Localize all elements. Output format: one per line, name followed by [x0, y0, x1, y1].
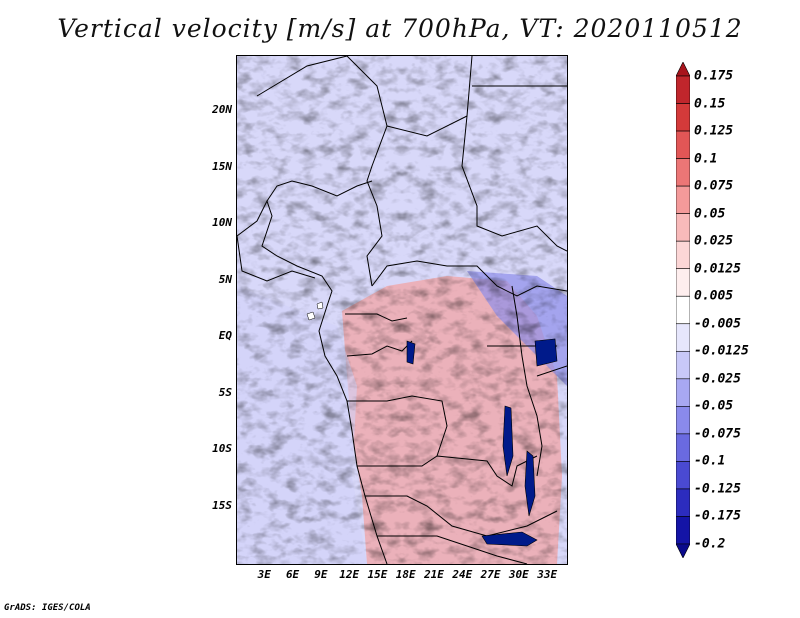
colorbar-tick-label: 0.075 — [694, 178, 734, 194]
colorbar-swatch — [676, 103, 690, 132]
colorbar-swatch — [676, 488, 690, 517]
lat-tick-label: 5N — [218, 272, 232, 286]
colorbar-tick-label: -0.075 — [694, 426, 741, 442]
lat-tick-label: 20N — [212, 103, 232, 117]
lon-tick-label: 3E — [257, 568, 271, 581]
colorbar-swatch — [676, 240, 690, 270]
colorbar-tick-label: 0.1 — [694, 151, 718, 167]
colorbar-tick-label: -0.175 — [694, 508, 741, 524]
colorbar — [676, 62, 690, 558]
colorbar-tick-label: 0.125 — [694, 123, 734, 139]
lon-tick-label: 21E — [424, 568, 444, 581]
map-title: Vertical velocity [m/s] at 700hPa, VT: 2… — [57, 14, 743, 43]
lon-tick-label: 24E — [452, 568, 473, 581]
colorbar-tick-label: -0.005 — [694, 316, 741, 332]
lon-tick-label: 6E — [285, 568, 300, 581]
colorbar-swatch — [676, 75, 690, 104]
colorbar-tick-label: 0.15 — [694, 96, 726, 112]
colorbar-swatch — [676, 350, 690, 380]
lat-tick-label: 10N — [212, 216, 232, 230]
lon-tick-label: 30E — [508, 568, 529, 581]
colorbar-tick-label: -0.025 — [694, 371, 741, 387]
colorbar-swatch — [676, 158, 690, 187]
lat-tick-label: 15S — [212, 498, 232, 512]
colorbar-swatch — [676, 516, 690, 545]
colorbar-tick-label: -0.0125 — [694, 343, 749, 359]
lon-tick-label: 33E — [537, 568, 558, 581]
vertical-velocity-field — [237, 56, 567, 564]
colorbar-swatch — [676, 268, 690, 297]
colorbar-tick-label: -0.1 — [694, 453, 726, 469]
lon-tick-label: 12E — [339, 568, 360, 581]
colorbar-swatch — [676, 295, 690, 325]
colorbar-tick-label: 0.175 — [694, 68, 734, 84]
lat-tick-label: EQ — [218, 329, 232, 343]
colorbar-swatch — [676, 130, 690, 159]
lat-tick-label: 5S — [218, 385, 232, 399]
colorbar-tick-label: -0.2 — [694, 536, 726, 552]
colorbar-tick-label: 0.005 — [694, 288, 734, 304]
colorbar-swatch — [676, 543, 690, 558]
colorbar-swatch — [676, 62, 690, 77]
colorbar-swatch — [676, 185, 690, 214]
colorbar-swatch — [676, 213, 690, 242]
lon-tick-label: 27E — [480, 568, 501, 581]
lat-tick-label: 10S — [212, 442, 232, 456]
colorbar-swatch — [676, 323, 690, 352]
lat-tick-label: 15N — [212, 159, 232, 173]
map-panel[interactable] — [236, 55, 568, 565]
colorbar-swatch — [676, 378, 690, 407]
colorbar-swatch — [676, 406, 690, 435]
lon-tick-label: 18E — [395, 568, 416, 581]
lon-tick-label: 9E — [314, 568, 328, 581]
credit-text: GrADS: IGES/COLA — [4, 603, 91, 613]
lon-tick-label: 15E — [367, 568, 388, 581]
colorbar-swatch — [676, 461, 690, 490]
colorbar-tick-label: 0.05 — [694, 206, 726, 222]
colorbar-tick-label: 0.0125 — [694, 261, 741, 277]
colorbar-tick-label: -0.125 — [694, 481, 741, 497]
colorbar-tick-label: -0.05 — [694, 398, 734, 414]
colorbar-tick-label: 0.025 — [694, 233, 734, 249]
colorbar-swatch — [676, 433, 690, 462]
